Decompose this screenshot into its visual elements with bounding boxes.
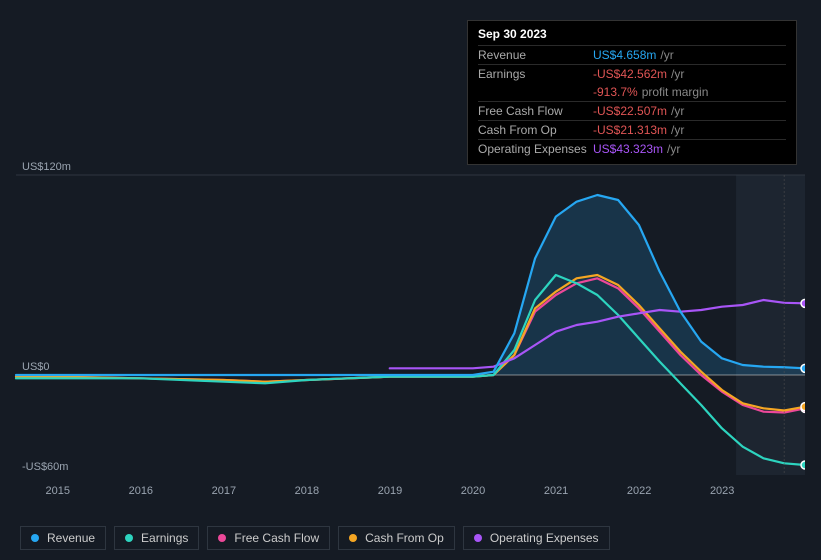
tooltip-row: RevenueUS$4.658m/yr [478, 45, 786, 64]
tooltip-row-value: -913.7% [593, 85, 638, 99]
tooltip-row-label: Free Cash Flow [478, 104, 593, 118]
x-axis-label: 2019 [378, 485, 402, 497]
legend-dot-icon [125, 534, 133, 542]
legend-dot-icon [349, 534, 357, 542]
tooltip-row-suffix: /yr [671, 67, 684, 81]
tooltip-row: Free Cash Flow-US$22.507m/yr [478, 101, 786, 120]
tooltip-row-value: US$43.323m [593, 142, 663, 156]
legend-item-operating-expenses[interactable]: Operating Expenses [463, 526, 610, 550]
tooltip-date: Sep 30 2023 [478, 27, 786, 45]
tooltip-row-value: -US$21.313m [593, 123, 667, 137]
tooltip-row-suffix: /yr [671, 104, 684, 118]
legend-dot-icon [474, 534, 482, 542]
legend-dot-icon [31, 534, 39, 542]
x-axis-label: 2017 [212, 485, 236, 497]
tooltip-row-suffix: /yr [667, 142, 680, 156]
legend-label: Revenue [47, 531, 95, 545]
legend-label: Cash From Op [365, 531, 444, 545]
legend-label: Earnings [141, 531, 188, 545]
legend-label: Free Cash Flow [234, 531, 319, 545]
tooltip-row-label: Revenue [478, 48, 593, 62]
tooltip-row-value: US$4.658m [593, 48, 656, 62]
x-axis-label: 2022 [627, 485, 651, 497]
tooltip-row-suffix: /yr [671, 123, 684, 137]
tooltip-row: Operating ExpensesUS$43.323m/yr [478, 139, 786, 158]
legend-item-free-cash-flow[interactable]: Free Cash Flow [207, 526, 330, 550]
legend-item-revenue[interactable]: Revenue [20, 526, 106, 550]
legend-item-cash-from-op[interactable]: Cash From Op [338, 526, 455, 550]
tooltip-row: Earnings-US$42.562m/yr [478, 64, 786, 83]
chart-tooltip: Sep 30 2023 RevenueUS$4.658m/yrEarnings-… [467, 20, 797, 165]
tooltip-row: Cash From Op-US$21.313m/yr [478, 120, 786, 139]
y-axis-label: US$120m [22, 161, 71, 173]
tooltip-row-value: -US$22.507m [593, 104, 667, 118]
tooltip-row-label: Earnings [478, 67, 593, 81]
x-axis-label: 2021 [544, 485, 568, 497]
tooltip-row-suffix: profit margin [642, 85, 709, 99]
x-axis-label: 2018 [295, 485, 319, 497]
x-axis-label: 2023 [710, 485, 734, 497]
legend-dot-icon [218, 534, 226, 542]
legend-label: Operating Expenses [490, 531, 599, 545]
x-axis-label: 2015 [46, 485, 70, 497]
legend-item-earnings[interactable]: Earnings [114, 526, 199, 550]
y-axis-label: US$0 [22, 361, 50, 373]
tooltip-row-suffix: /yr [660, 48, 673, 62]
tooltip-row-value: -US$42.562m [593, 67, 667, 81]
chart-legend: Revenue Earnings Free Cash Flow Cash From O… [20, 526, 610, 550]
tooltip-row-label: Operating Expenses [478, 142, 593, 156]
tooltip-row-label [478, 85, 593, 99]
tooltip-row: -913.7% profit margin [478, 83, 786, 101]
x-axis-label: 2020 [461, 485, 485, 497]
x-axis-label: 2016 [129, 485, 153, 497]
y-axis-label: -US$60m [22, 461, 68, 473]
tooltip-row-label: Cash From Op [478, 123, 593, 137]
